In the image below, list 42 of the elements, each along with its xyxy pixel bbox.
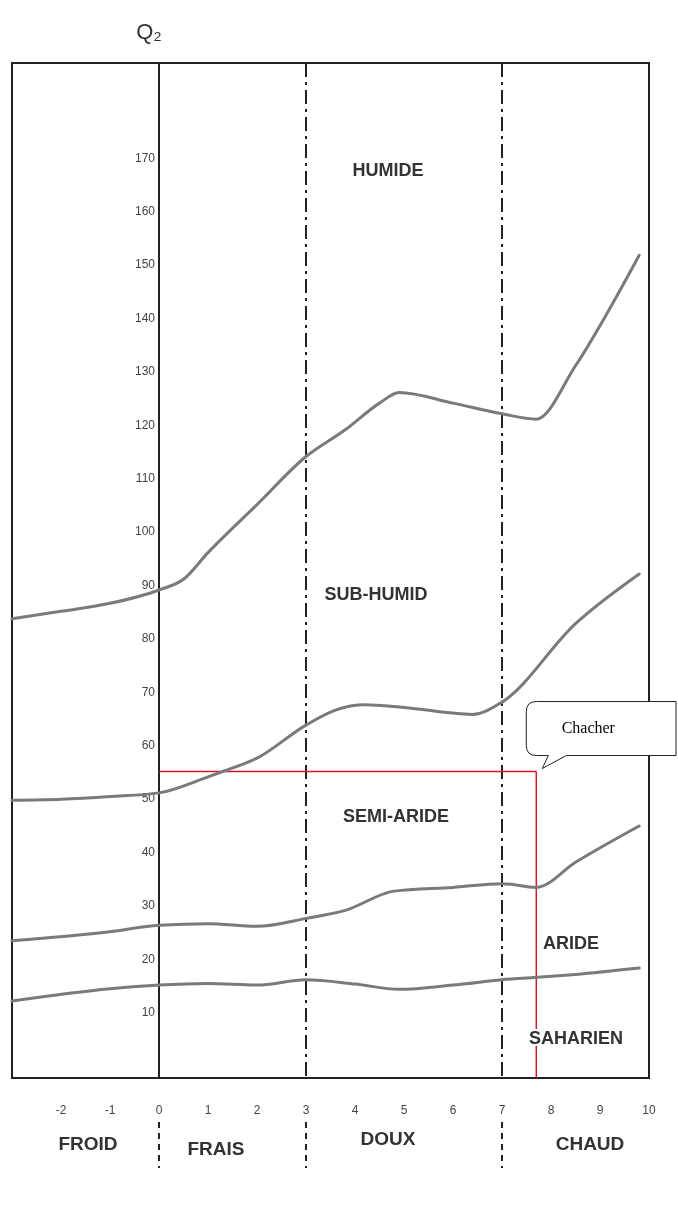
line-series — [10, 966, 641, 1003]
y-tick-label: 120 — [134, 417, 156, 432]
y-tick-label: 70 — [141, 684, 156, 699]
annotation: SEMI-ARIDE — [342, 806, 450, 827]
y-tick-label: 130 — [134, 364, 156, 379]
y-tick-label: 30 — [141, 898, 156, 913]
y-tick-label: 110 — [135, 471, 156, 486]
y-tick-label: 140 — [134, 310, 156, 325]
annotation: SUB-HUMID — [324, 584, 428, 605]
x-tick-label: 0 — [155, 1103, 163, 1117]
y-tick-label: 80 — [141, 631, 156, 646]
x-tick-label: 4 — [351, 1103, 359, 1117]
x-tick-label: 7 — [498, 1103, 506, 1117]
annotation: Chacher — [561, 718, 616, 736]
y-tick-label: 160 — [134, 204, 156, 219]
x-tick-label: 6 — [449, 1103, 457, 1117]
text: FROID — [58, 1132, 118, 1154]
annotation: HUMIDE — [352, 160, 424, 181]
y-tick-label: 10 — [141, 1004, 156, 1019]
y-tick-label: 90 — [141, 577, 156, 592]
text: DOUX — [360, 1127, 416, 1149]
x-tick-label: 10 — [642, 1103, 656, 1117]
y-tick-label: 60 — [141, 738, 156, 753]
y-axis-title: Q₂ — [136, 19, 162, 44]
line-series — [10, 253, 641, 621]
x-tick-label: 3 — [302, 1103, 310, 1117]
y-tick-label: 40 — [141, 844, 156, 859]
y-tick-label: 170 — [134, 150, 156, 165]
y-tick-label: 20 — [141, 951, 156, 966]
x-tick-label: 2 — [253, 1103, 261, 1117]
x-tick-label: 9 — [596, 1103, 604, 1117]
line-series — [10, 572, 641, 802]
x-tick-label: -2 — [55, 1103, 67, 1117]
x-tick-label: 1 — [204, 1103, 212, 1117]
x-tick-label: -1 — [104, 1103, 116, 1117]
text: CHAUD — [555, 1132, 625, 1154]
x-tick-label: 5 — [400, 1103, 408, 1117]
y-tick-label: 150 — [134, 257, 156, 272]
x-tick-label: 8 — [547, 1103, 555, 1117]
text: FRAIS — [187, 1137, 245, 1159]
y-tick-label: 100 — [134, 524, 156, 539]
annotation: ARIDE — [542, 933, 600, 954]
